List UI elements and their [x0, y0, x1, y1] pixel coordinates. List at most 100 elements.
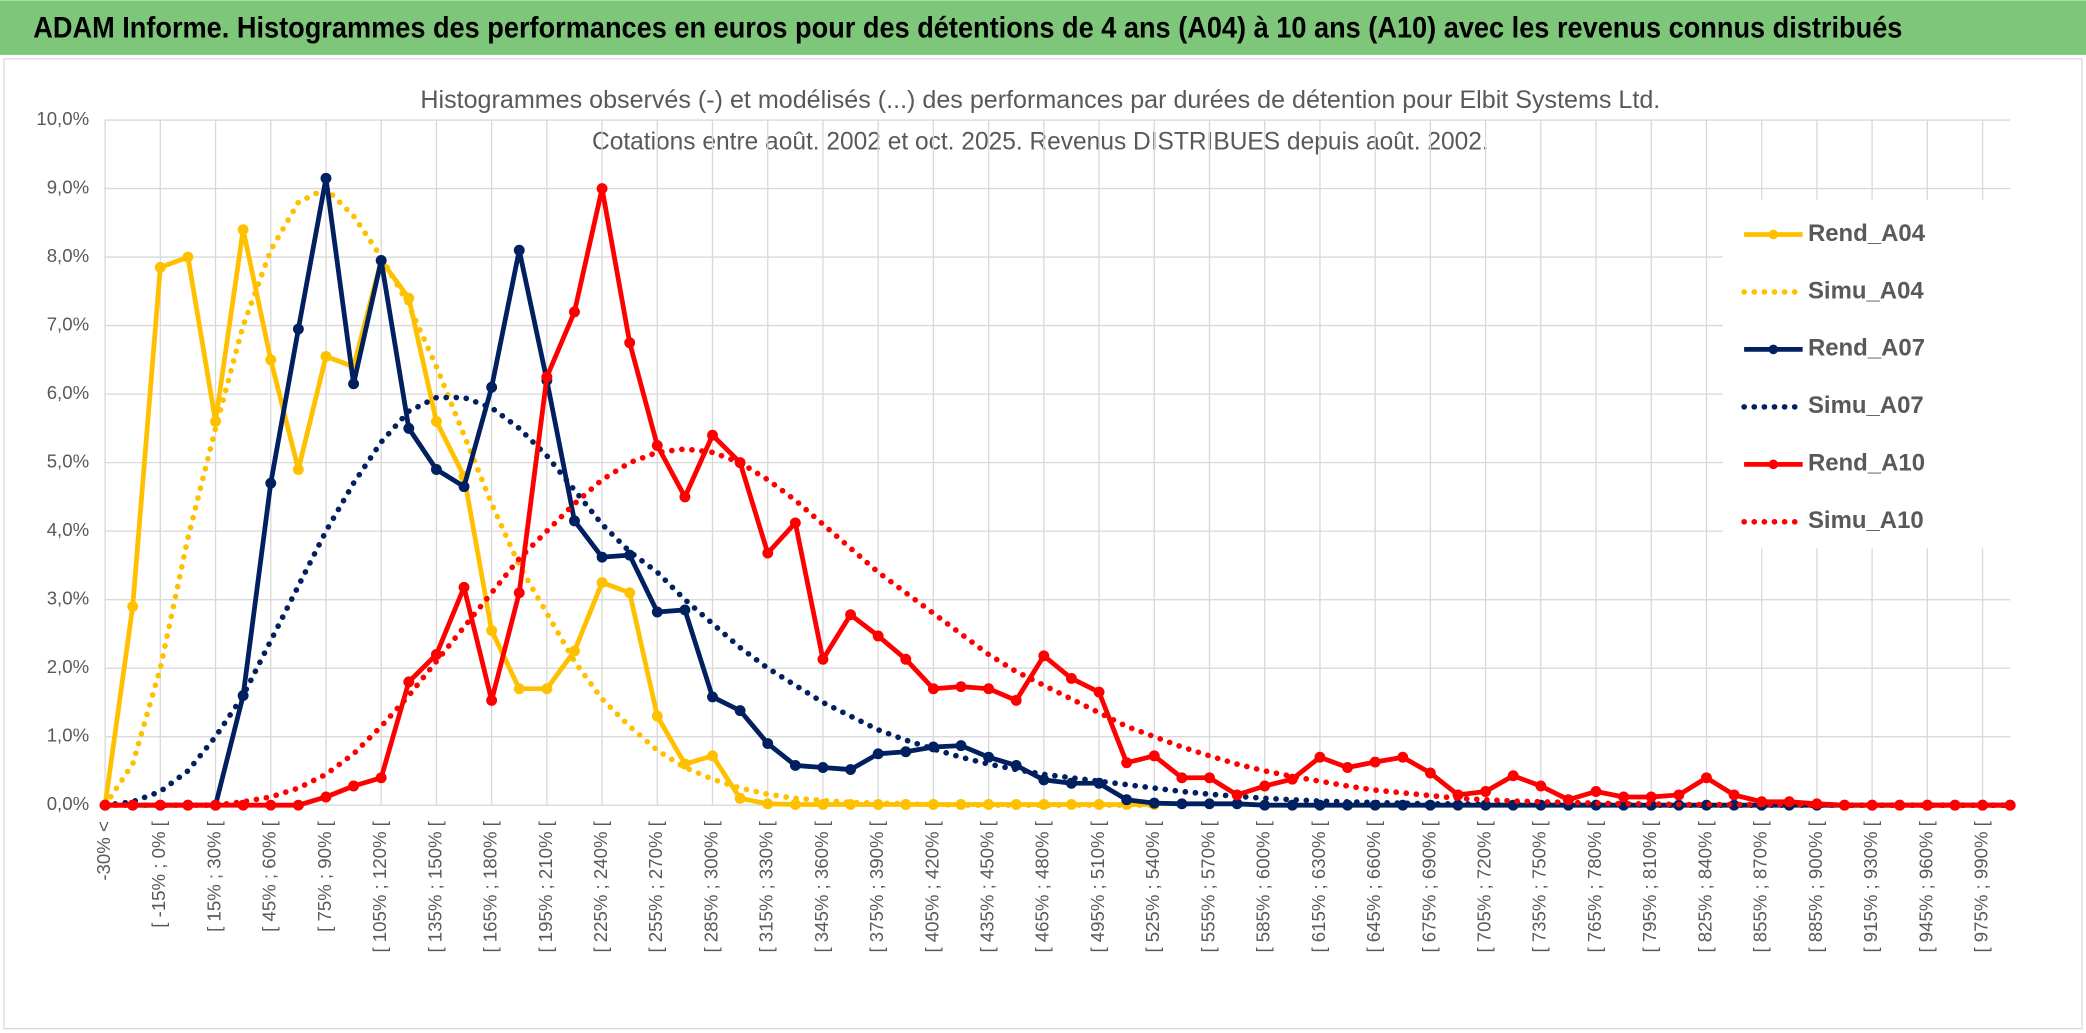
point-marker: [569, 645, 580, 657]
x-tick-label: [ 15% ; 30% [: [203, 820, 224, 932]
y-tick-label: 9,0%: [47, 176, 89, 197]
point-marker: [651, 440, 663, 451]
legend: Rend_A04 Simu_A04 Rend_A07 Simu_A07 Rend_A10…: [1722, 199, 2016, 549]
point-marker: [679, 491, 691, 503]
x-tick-label: [ 525% ; 540% [: [1142, 820, 1163, 952]
point-marker: [1176, 772, 1188, 784]
point-marker: [596, 183, 608, 195]
point-marker: [762, 738, 774, 749]
point-marker: [1618, 791, 1630, 803]
x-tick-label: [ 675% ; 690% [: [1418, 820, 1439, 952]
x-tick-label: [ 945% ; 960% [: [1915, 820, 1936, 952]
x-tick-label: -30% <: [93, 821, 114, 880]
point-marker: [1148, 797, 1160, 809]
x-tick-label: [ 195% ; 210% [: [535, 820, 556, 952]
point-marker: [624, 587, 636, 599]
point-marker: [1148, 750, 1160, 762]
x-tick-label: [ 885% ; 900% [: [1805, 820, 1826, 952]
point-marker: [513, 683, 525, 695]
point-marker: [679, 604, 691, 616]
point-marker: [1397, 751, 1409, 763]
x-tick-label: [ 105% ; 120% [: [369, 820, 390, 952]
x-tick-label: [ 645% ; 660% [: [1363, 820, 1384, 952]
point-marker: [983, 683, 995, 695]
legend-marker: [1768, 459, 1779, 470]
point-marker: [789, 759, 801, 771]
point-marker: [458, 581, 470, 593]
point-marker: [292, 464, 304, 475]
point-marker: [154, 261, 166, 273]
header-title: ADAM Informe. Histogrammes des performan…: [33, 12, 1902, 44]
point-marker: [569, 515, 580, 527]
y-tick-label: 5,0%: [47, 451, 89, 472]
point-marker: [1535, 780, 1547, 792]
point-marker: [789, 517, 801, 529]
x-tick-label: [ 135% ; 150% [: [424, 820, 445, 952]
x-tick-label: [ 825% ; 840% [: [1694, 820, 1715, 952]
point-marker: [430, 464, 442, 475]
point-marker: [1065, 777, 1077, 789]
point-marker: [1204, 798, 1215, 810]
x-tick-label: [ 45% ; 60% [: [259, 820, 280, 932]
x-tick-label: [ 465% ; 480% [: [1032, 820, 1053, 952]
x-tick-label: [ 285% ; 300% [: [700, 820, 721, 952]
x-tick-label: [ 255% ; 270% [: [645, 820, 666, 952]
point-marker: [1231, 798, 1243, 810]
point-marker: [1369, 756, 1381, 768]
point-marker: [127, 601, 139, 612]
x-tick-label: [ 165% ; 180% [: [480, 820, 501, 952]
y-tick-label: 6,0%: [47, 382, 89, 403]
x-tick-label: [ 975% ; 990% [: [1970, 820, 1991, 952]
point-marker: [762, 798, 774, 810]
series-line: [102, 394, 2013, 808]
point-marker: [900, 746, 912, 758]
point-marker: [348, 378, 360, 390]
point-marker: [375, 772, 387, 784]
point-marker: [348, 780, 360, 792]
point-marker: [1701, 772, 1712, 784]
point-marker: [955, 740, 967, 752]
series-line: [102, 446, 2013, 808]
point-marker: [375, 255, 387, 266]
point-marker: [1121, 794, 1133, 806]
point-marker: [292, 323, 304, 335]
legend-label: Rend_A10: [1808, 450, 1925, 477]
point-marker: [927, 683, 939, 695]
x-tick-label: [ 705% ; 720% [: [1474, 820, 1495, 952]
x-tick-label: [ 585% ; 600% [: [1253, 820, 1274, 952]
chart-border: [3, 58, 2083, 1030]
point-marker: [1286, 799, 1298, 811]
point-marker: [182, 251, 194, 263]
point-marker: [265, 477, 277, 489]
point-marker: [1259, 799, 1271, 811]
x-tick-label: [ 615% ; 630% [: [1308, 820, 1329, 952]
point-marker: [2004, 799, 2016, 811]
x-tick-label: [ 795% ; 810% [: [1639, 820, 1660, 952]
point-marker: [1480, 786, 1492, 797]
x-tick-label: [ -15% ; 0% [: [148, 820, 169, 927]
point-marker: [1673, 789, 1685, 801]
point-marker: [817, 653, 829, 665]
series-line: [105, 186, 2011, 808]
point-marker: [624, 337, 636, 349]
point-marker: [900, 653, 912, 665]
point-marker: [983, 751, 995, 763]
legend-label: Rend_A04: [1808, 220, 1926, 247]
y-tick-label: 0,0%: [47, 793, 89, 814]
point-marker: [707, 429, 718, 441]
x-tick-label: [ 855% ; 870% [: [1750, 820, 1771, 952]
x-tick-label: [ 765% ; 780% [: [1584, 820, 1605, 952]
point-marker: [320, 172, 332, 184]
legend-label: Rend_A07: [1808, 335, 1925, 362]
x-tick-label: [ 75% ; 90% [: [314, 820, 335, 932]
legend-marker: [1768, 344, 1779, 355]
point-marker: [403, 422, 415, 434]
x-tick-label: [ 375% ; 390% [: [866, 820, 887, 952]
point-marker: [872, 630, 884, 642]
point-marker: [1507, 770, 1519, 782]
x-tick-label: [ 225% ; 240% [: [590, 820, 611, 952]
point-marker: [596, 577, 608, 588]
point-marker: [541, 683, 553, 695]
